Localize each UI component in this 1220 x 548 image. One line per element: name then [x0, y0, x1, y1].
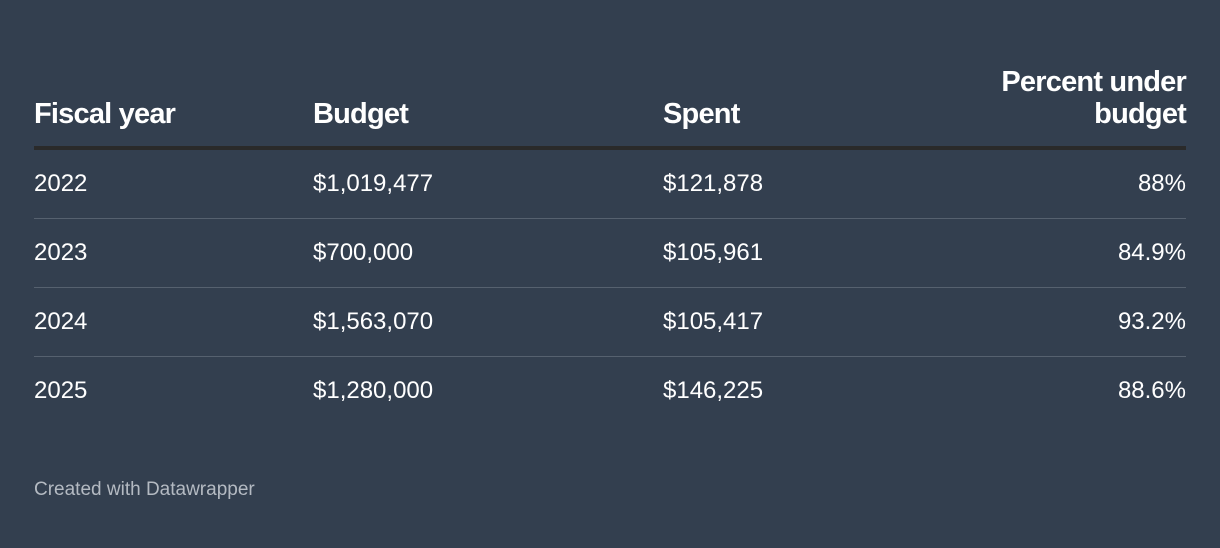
cell-percent-under-budget: 93.2% — [963, 287, 1186, 357]
cell-budget: $1,563,070 — [313, 287, 663, 357]
table-row: 2023 $700,000 $105,961 84.9% — [34, 218, 1186, 288]
cell-spent: $146,225 — [663, 377, 764, 404]
cell-budget: $1,019,477 — [313, 148, 663, 219]
column-header-budget: Budget — [313, 66, 663, 150]
cell-fiscal-year: 2023 — [34, 218, 313, 288]
cell-spent: $105,961 — [663, 218, 963, 288]
cell-percent-under-budget: 88% — [963, 148, 1186, 219]
cell-spent: $121,878 — [663, 148, 963, 219]
data-table: Fiscal year Budget Spent Percent under b… — [34, 66, 1187, 426]
cell-percent-under-budget: 84.9% — [963, 218, 1186, 288]
cell-budget: $700,000 — [313, 218, 663, 288]
data-table-container: Fiscal year Budget Spent Percent under b… — [34, 66, 1187, 426]
cell-budget: $1,280,000 — [313, 377, 434, 404]
table-row: 2024 $1,563,070 $105,417 93.2% — [34, 287, 1186, 357]
column-header-percent-under-budget: Percent under budget — [963, 66, 1187, 150]
footer-credit: Created with Datawrapper — [34, 479, 255, 500]
cell-fiscal-year: 2025 — [34, 377, 88, 404]
cell-spent: $105,417 — [663, 287, 963, 357]
cell-fiscal-year: 2022 — [34, 148, 313, 219]
table-header-row: Fiscal year Budget Spent Percent under b… — [34, 66, 1187, 150]
table-row: 2022 $1,019,477 $121,878 88% — [34, 148, 1186, 219]
cell-percent-under-budget: 88.6% — [1117, 377, 1186, 404]
column-header-spent: Spent — [663, 66, 963, 150]
column-header-fiscal-year: Fiscal year — [34, 66, 313, 150]
table-row: 2025 $1,280,000 $146,225 88.6% — [34, 357, 1186, 426]
cell-fiscal-year: 2024 — [34, 287, 313, 357]
